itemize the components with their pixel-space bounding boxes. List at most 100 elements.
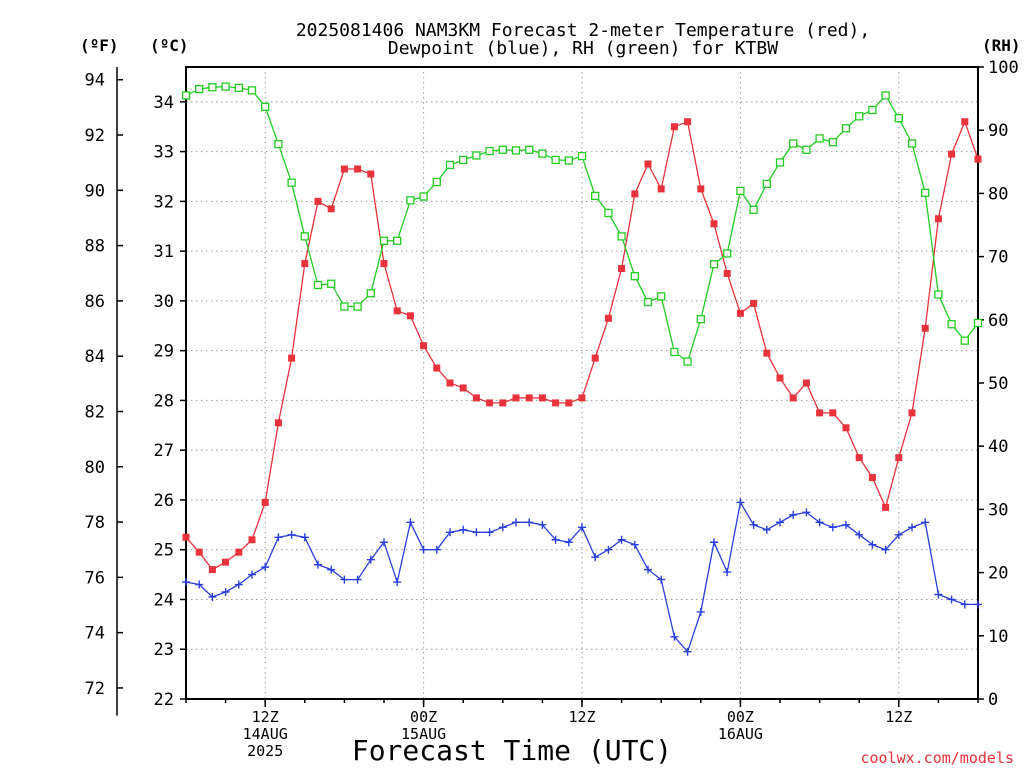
- data-point: [882, 503, 890, 511]
- data-point: [908, 409, 916, 417]
- data-point: [683, 647, 692, 656]
- data-point: [868, 105, 877, 115]
- rh-tick-label: 80: [988, 184, 1008, 204]
- data-point: [696, 607, 705, 616]
- data-point: [855, 530, 864, 539]
- data-point: [221, 82, 230, 91]
- data-point: [775, 158, 785, 167]
- fahrenheit-tick-label: 78: [85, 513, 105, 533]
- fahrenheit-tick-label: 80: [85, 458, 105, 478]
- data-point: [749, 205, 758, 214]
- data-point: [248, 570, 256, 579]
- data-point: [406, 518, 415, 527]
- data-point: [327, 279, 336, 288]
- data-point: [895, 454, 903, 462]
- data-point: [815, 518, 824, 527]
- data-point: [829, 409, 837, 417]
- data-point: [841, 124, 851, 133]
- data-point: [855, 112, 864, 121]
- rh-tick-label: 0: [988, 690, 998, 710]
- data-point: [511, 146, 521, 155]
- data-point: [710, 220, 718, 228]
- data-point: [182, 578, 190, 587]
- data-point: [762, 179, 771, 189]
- data-point: [961, 118, 969, 126]
- data-point: [816, 409, 824, 417]
- data-point: [564, 156, 573, 165]
- time-tick-label: 00Z: [727, 708, 754, 726]
- data-point: [525, 394, 533, 402]
- data-point: [842, 424, 850, 432]
- data-point: [340, 165, 348, 173]
- data-point: [855, 454, 863, 462]
- data-point: [604, 545, 613, 554]
- rh-tick-label: 100: [988, 58, 1019, 78]
- data-point: [974, 155, 982, 163]
- data-point: [881, 545, 890, 554]
- data-point: [287, 530, 296, 539]
- data-point: [420, 342, 428, 350]
- data-point: [617, 535, 626, 544]
- data-point: [604, 314, 612, 322]
- data-point: [551, 535, 560, 544]
- data-point: [697, 185, 705, 193]
- credit-text: coolwx.com/models: [860, 749, 1014, 767]
- data-point: [960, 600, 969, 609]
- data-point: [486, 399, 494, 407]
- fahrenheit-tick-label: 90: [85, 181, 105, 201]
- data-point: [512, 518, 520, 527]
- data-point: [485, 528, 494, 537]
- data-point: [894, 530, 903, 539]
- data-point: [591, 553, 600, 562]
- data-point: [274, 139, 283, 149]
- data-point: [525, 518, 534, 527]
- data-point: [618, 265, 626, 273]
- data-point: [684, 118, 692, 126]
- rh-tick-label: 20: [988, 564, 1008, 584]
- celsius-tick-label: 24: [154, 590, 174, 610]
- data-point: [868, 540, 877, 549]
- rh-tick-label: 70: [988, 248, 1008, 268]
- rh-unit-label: (RH): [982, 36, 1021, 55]
- data-point: [274, 419, 282, 427]
- data-point: [763, 349, 771, 357]
- fahrenheit-tick-label: 82: [85, 402, 105, 422]
- data-point: [195, 84, 204, 94]
- data-point: [696, 315, 705, 324]
- time-tick-label: 00Z: [410, 708, 437, 726]
- data-point: [208, 566, 216, 574]
- data-point: [419, 545, 428, 554]
- data-point: [577, 151, 587, 161]
- data-point: [921, 518, 930, 527]
- celsius-tick-label: 28: [154, 391, 174, 411]
- data-point: [301, 260, 309, 268]
- data-point: [300, 232, 309, 241]
- data-point: [657, 185, 665, 193]
- data-point: [208, 592, 217, 601]
- data-point: [433, 364, 441, 372]
- time-tick-label: 15AUG: [401, 725, 446, 743]
- data-point: [406, 196, 415, 205]
- data-point: [617, 232, 626, 241]
- data-point: [538, 520, 547, 529]
- data-point: [472, 151, 481, 160]
- data-point: [934, 290, 943, 299]
- fahrenheit-tick-label: 76: [85, 568, 105, 588]
- rh-tick-label: 40: [988, 437, 1008, 457]
- data-point: [208, 83, 217, 92]
- data-point: [921, 188, 930, 197]
- celsius-tick-label: 29: [154, 342, 174, 362]
- data-point: [591, 354, 599, 362]
- data-point: [366, 289, 375, 298]
- data-point: [353, 302, 362, 311]
- data-point: [709, 260, 719, 269]
- time-tick-label: 12Z: [252, 708, 279, 726]
- data-point: [380, 260, 388, 268]
- data-point: [446, 528, 454, 537]
- data-point: [736, 498, 745, 507]
- data-point: [354, 165, 362, 173]
- rh-tick-label: 60: [988, 311, 1008, 331]
- data-point: [195, 548, 203, 556]
- data-point: [512, 394, 520, 402]
